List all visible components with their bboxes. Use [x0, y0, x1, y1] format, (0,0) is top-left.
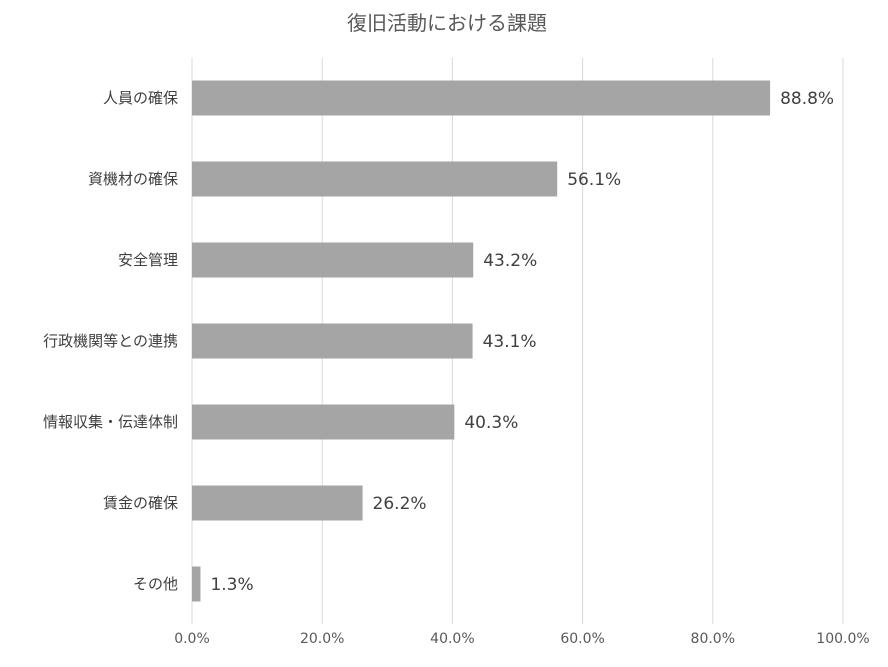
bar	[192, 404, 455, 440]
data-label: 43.1%	[483, 332, 537, 352]
category-label: 行政機関等との連携	[43, 332, 178, 350]
category-label: 安全管理	[118, 251, 178, 269]
bar	[192, 485, 363, 521]
data-label: 88.8%	[780, 89, 834, 109]
bar	[192, 161, 558, 197]
category-label: 情報収集・伝達体制	[43, 413, 178, 431]
x-tick-label: 60.0%	[560, 631, 604, 647]
category-label: 人員の確保	[103, 89, 178, 107]
data-label: 1.3%	[210, 575, 253, 595]
x-tick-label: 80.0%	[691, 631, 735, 647]
category-label: 賃金の確保	[103, 494, 178, 512]
x-tick-label: 100.0%	[816, 631, 869, 647]
data-label: 56.1%	[567, 170, 621, 190]
x-tick-label: 20.0%	[300, 631, 344, 647]
category-label: 資機材の確保	[88, 170, 178, 188]
x-tick-label: 0.0%	[174, 631, 210, 647]
data-label: 26.2%	[373, 494, 427, 514]
bar	[192, 242, 474, 278]
bar	[192, 323, 473, 359]
bar	[192, 566, 201, 602]
chart-title: 復旧活動における課題	[347, 11, 547, 35]
data-label: 40.3%	[464, 413, 518, 433]
category-label: その他	[133, 575, 178, 593]
bar	[192, 80, 771, 116]
x-tick-label: 40.0%	[430, 631, 474, 647]
data-label: 43.2%	[483, 251, 537, 271]
